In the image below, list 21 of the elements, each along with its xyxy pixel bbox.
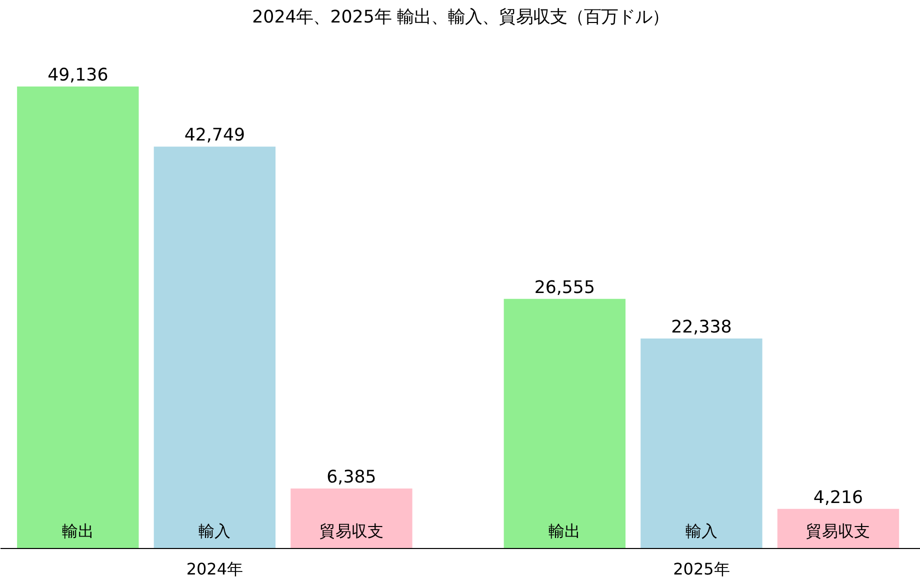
bar xyxy=(504,298,626,548)
series-label: 輸入 xyxy=(198,522,231,540)
data-label: 22,338 xyxy=(671,317,732,338)
text: 輸入 xyxy=(685,522,718,540)
text: 貿易収支 xyxy=(806,522,870,540)
bar xyxy=(290,488,412,548)
x-tick-label: 2025年 xyxy=(673,560,730,578)
series-label: 貿易収支 xyxy=(319,522,384,540)
bar xyxy=(17,86,139,548)
bar xyxy=(640,338,762,548)
series-label: 輸出 xyxy=(62,522,94,540)
bar xyxy=(777,508,900,548)
data-label: 26,555 xyxy=(534,278,595,298)
data-label: 49,136 xyxy=(48,66,108,86)
x-tick-label: 2024年 xyxy=(186,560,244,578)
chart-title: 2024年、2025年 輸出、輸入、貿易収支（百万ドル） xyxy=(252,8,669,28)
data-label: 42,749 xyxy=(184,126,246,146)
data-label: 6,385 xyxy=(326,467,376,488)
text: 輸出 xyxy=(548,522,581,540)
bar xyxy=(154,146,276,548)
data-label: 4,216 xyxy=(813,488,864,508)
